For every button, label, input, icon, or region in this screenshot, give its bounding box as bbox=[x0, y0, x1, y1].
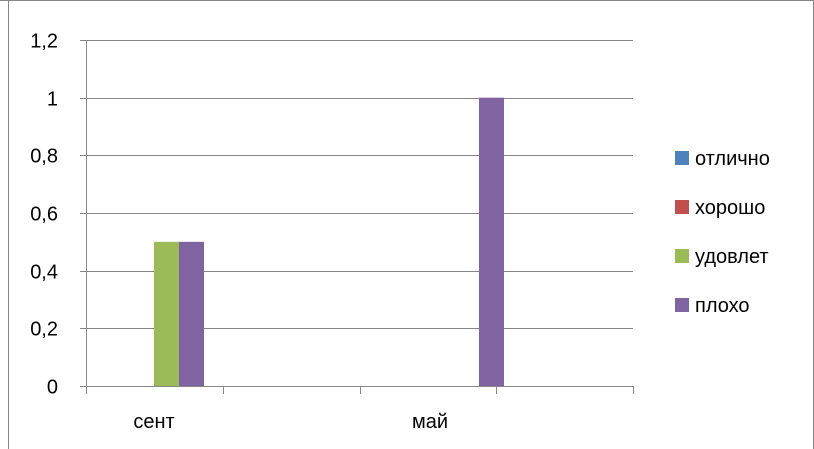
y-axis-tick-labels: 0 0,2 0,4 0,6 0,8 1 1,2 bbox=[30, 31, 58, 399]
legend-label: удовлет bbox=[695, 246, 769, 268]
legend-swatch bbox=[675, 249, 689, 263]
bar-плохо-май bbox=[479, 97, 504, 387]
y-tick-label: 1 bbox=[47, 89, 58, 111]
legend-swatch bbox=[675, 200, 689, 214]
bars bbox=[154, 97, 504, 387]
bar-удовлет-сент bbox=[154, 241, 179, 386]
y-tick-label: 0 bbox=[47, 377, 58, 399]
legend-swatch bbox=[675, 151, 689, 165]
legend-label: отлично bbox=[695, 148, 770, 170]
legend-label: плохо bbox=[695, 295, 750, 317]
y-tick-label: 0,6 bbox=[30, 204, 58, 226]
y-tick-label: 0,8 bbox=[30, 146, 58, 168]
y-tick-label: 1,2 bbox=[30, 31, 58, 53]
y-tick-label: 0,2 bbox=[30, 319, 58, 341]
legend-swatch bbox=[675, 298, 689, 312]
legend: отлично хорошо удовлет плохо bbox=[675, 148, 770, 317]
x-tick-label: май bbox=[412, 411, 448, 433]
legend-label: хорошо bbox=[695, 197, 765, 219]
bar-плохо-сент bbox=[179, 241, 204, 386]
x-tick-label: сент bbox=[133, 411, 174, 433]
x-axis-tick-labels: сент май bbox=[133, 411, 448, 433]
axes bbox=[80, 40, 634, 394]
y-tick-label: 0,4 bbox=[30, 262, 58, 284]
